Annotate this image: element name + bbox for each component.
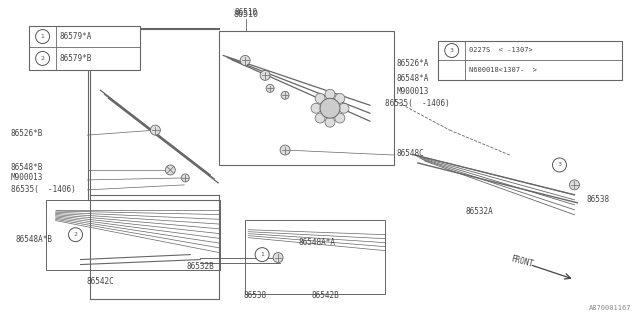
Text: 86542B: 86542B (311, 291, 339, 300)
Circle shape (150, 125, 161, 135)
Text: 86538: 86538 (244, 291, 267, 300)
Circle shape (570, 180, 579, 190)
Text: 86548*B: 86548*B (11, 164, 43, 172)
Text: 86579*B: 86579*B (60, 54, 92, 63)
Circle shape (339, 103, 349, 113)
Text: 86510: 86510 (235, 8, 258, 17)
Text: 3: 3 (557, 163, 561, 167)
Circle shape (315, 93, 325, 103)
Text: A870001167: A870001167 (589, 305, 631, 311)
Circle shape (260, 70, 270, 80)
Text: 86532A: 86532A (466, 207, 493, 216)
Circle shape (280, 145, 290, 155)
Circle shape (281, 91, 289, 99)
Circle shape (445, 44, 459, 58)
Text: 2: 2 (74, 232, 77, 237)
Bar (245, 220, 385, 294)
Text: 2: 2 (40, 56, 45, 61)
Text: 86535(  -1406): 86535( -1406) (385, 99, 450, 108)
Bar (438, 41, 622, 80)
Circle shape (273, 252, 283, 262)
Circle shape (335, 113, 345, 123)
Circle shape (335, 93, 345, 103)
Circle shape (36, 52, 49, 65)
Circle shape (255, 248, 269, 261)
Text: 86548*A: 86548*A (397, 74, 429, 83)
Text: 86526*B: 86526*B (11, 129, 43, 138)
Text: 86542C: 86542C (86, 277, 115, 286)
Circle shape (325, 117, 335, 127)
Bar (45, 200, 220, 269)
Bar (29, 26, 140, 70)
Text: 86548C: 86548C (397, 148, 424, 157)
Circle shape (68, 228, 83, 242)
Text: 1: 1 (260, 252, 264, 257)
Bar (220, 31, 394, 165)
Text: 86548A*B: 86548A*B (15, 235, 52, 244)
Text: FRONT: FRONT (509, 254, 534, 269)
Circle shape (36, 29, 49, 44)
Circle shape (325, 89, 335, 99)
Text: 1: 1 (41, 34, 45, 39)
Text: N600018<1307-  >: N600018<1307- > (468, 68, 537, 73)
Text: 86510: 86510 (234, 10, 259, 19)
Circle shape (266, 84, 274, 92)
Text: M900013: M900013 (397, 87, 429, 96)
Circle shape (315, 113, 325, 123)
Circle shape (181, 174, 189, 182)
Circle shape (311, 103, 321, 113)
Text: 86538: 86538 (586, 195, 609, 204)
Circle shape (552, 158, 566, 172)
Text: 86526*A: 86526*A (397, 59, 429, 68)
Circle shape (165, 165, 175, 175)
Text: 86532B: 86532B (186, 262, 214, 271)
Circle shape (240, 55, 250, 65)
Text: 3: 3 (450, 48, 454, 53)
Circle shape (320, 98, 340, 118)
Text: 0227S  < -1307>: 0227S < -1307> (468, 47, 532, 53)
Text: 86535(  -1406): 86535( -1406) (11, 185, 76, 194)
Text: 86579*A: 86579*A (60, 32, 92, 41)
Text: M900013: M900013 (11, 173, 43, 182)
Text: 86548A*A: 86548A*A (298, 238, 335, 247)
